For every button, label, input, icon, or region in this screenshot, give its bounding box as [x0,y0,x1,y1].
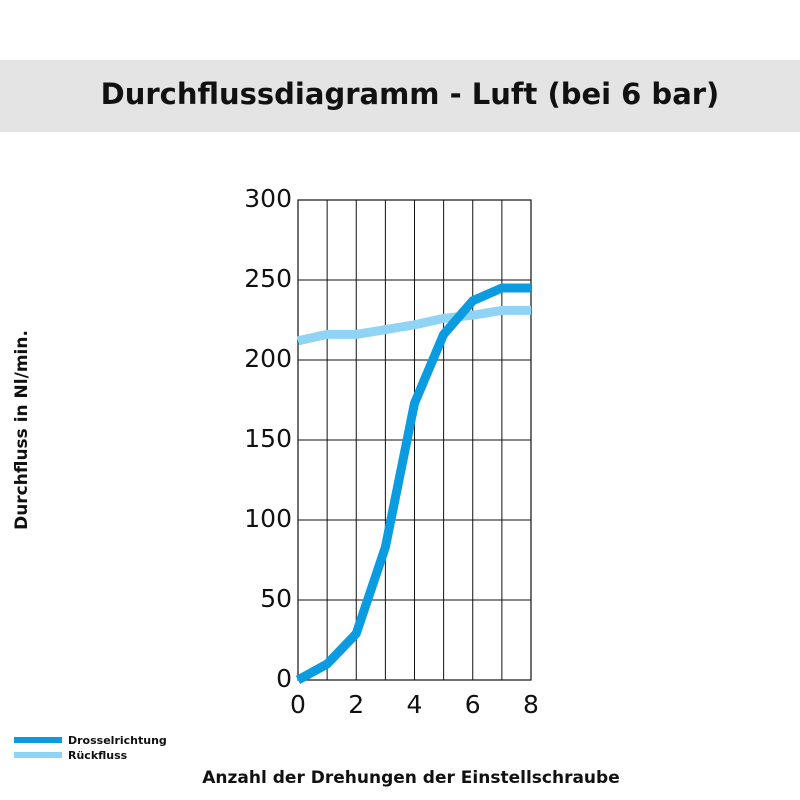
legend-label: Rückfluss [68,749,128,762]
data-line [297,305,531,346]
y-tick-label: 150 [244,424,292,453]
y-tick-label: 50 [260,584,292,613]
y-tick-label: 100 [244,504,292,533]
legend-label: Drosselrichtung [68,734,167,747]
y-tick-label: 0 [276,664,292,693]
data-line [295,283,531,684]
title-band [0,60,800,132]
y-axis-label: Durchfluss in Nl/min. [12,330,32,530]
y-tick-label: 250 [244,264,292,293]
x-axis-label: Anzahl der Drehungen der Einstellschraub… [202,768,619,788]
x-tick-label: 6 [465,690,481,719]
x-tick-label: 8 [523,690,539,719]
chart-title: Durchflussdiagramm - Luft (bei 6 bar) [101,77,720,111]
x-tick-label: 0 [290,690,306,719]
y-tick-label: 300 [244,184,292,213]
x-tick-label: 4 [407,690,423,719]
y-tick-label: 200 [244,344,292,373]
x-tick-label: 2 [348,690,364,719]
